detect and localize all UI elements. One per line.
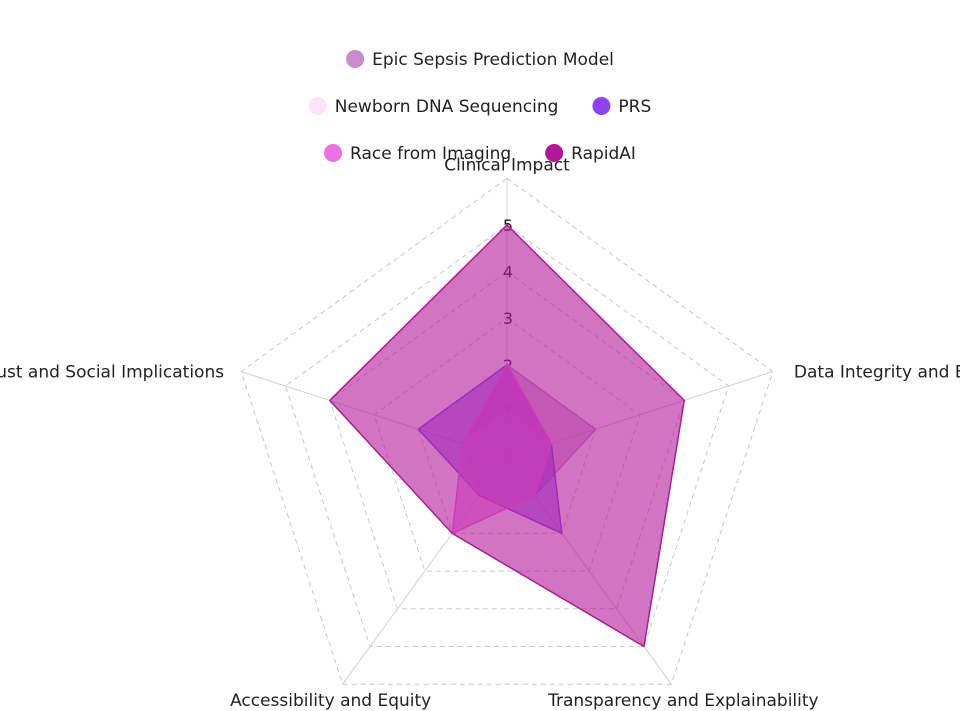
legend-label: Race from Imaging xyxy=(350,144,511,164)
axis-label-data-integrity-and-bias: Data Integrity and Bias xyxy=(794,363,960,383)
legend-label: RapidAI xyxy=(571,144,636,164)
axis-labels: Clinical Impact Data Integrity and Bias Tr… xyxy=(0,155,960,711)
legend-label: Epic Sepsis Prediction Model xyxy=(372,50,614,70)
series-layer xyxy=(328,224,686,648)
legend-label: Newborn DNA Sequencing xyxy=(335,97,559,117)
legend-marker xyxy=(592,97,611,115)
series-rapidai xyxy=(328,224,686,648)
legend-label: PRS xyxy=(618,97,651,117)
legend-item-race-from-imaging: Race from Imaging xyxy=(324,144,511,164)
legend-item-rapidai: RapidAI xyxy=(545,144,636,164)
legend-item-newborn-dna-sequencing: Newborn DNA Sequencing xyxy=(308,97,559,117)
legend-marker xyxy=(308,97,327,115)
grid-ring xyxy=(284,224,730,648)
legend-item-prs: PRS xyxy=(592,97,651,117)
legend-marker xyxy=(346,50,365,68)
legend-marker xyxy=(324,144,343,162)
legend: Epic Sepsis Prediction Model Newborn DNA … xyxy=(308,50,651,164)
axis-label-clinical-impact: Clinical Impact xyxy=(444,155,570,175)
axis-label-transparency-and-explainability: Transparency and Explainability xyxy=(547,691,819,711)
grid-ring xyxy=(240,177,774,685)
axis-label-trust-and-social-implications: Trust and Social Implications xyxy=(0,363,224,383)
legend-item-epic-sepsis-prediction-model: Epic Sepsis Prediction Model xyxy=(346,50,614,70)
axis-label-accessibility-and-equity: Accessibility and Equity xyxy=(230,691,431,711)
legend-marker xyxy=(545,144,564,162)
